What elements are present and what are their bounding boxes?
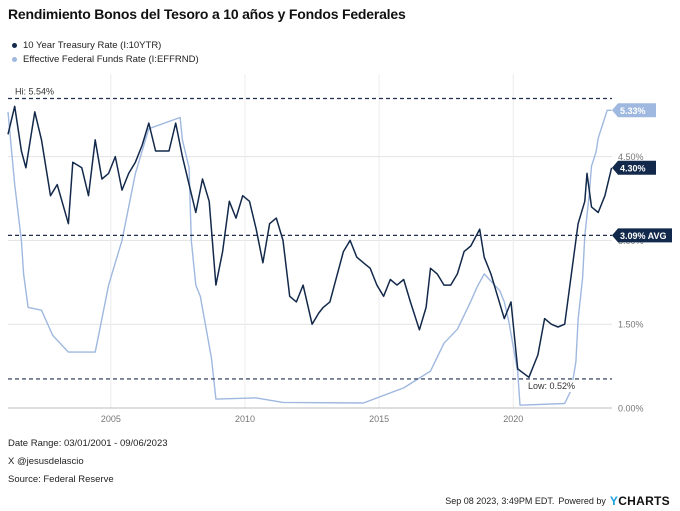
treasury-end-value-tag [612, 160, 656, 175]
y-tick-label: 4.50% [618, 152, 644, 162]
legend-marker-fedfunds [12, 56, 17, 62]
y-tick-label: 0.00% [618, 404, 644, 414]
low-label-bg [524, 379, 574, 392]
ycharts-logo[interactable]: YCHARTS [609, 494, 670, 508]
x-tick-label: 2005 [101, 414, 121, 424]
powered-by-text: Powered by [558, 496, 606, 506]
avg-value-label: 3.09% AVG [620, 231, 667, 241]
legend-label-fedfunds: Effective Federal Funds Rate (I:EFFRND) [23, 53, 199, 65]
legend-marker-treasury [12, 42, 17, 48]
x-tick-label: 2015 [369, 414, 389, 424]
date-range-text: Date Range: 03/01/2001 - 09/06/2023 [8, 438, 168, 449]
source-text: Source: Federal Reserve [8, 474, 114, 485]
avg-value-tag [612, 228, 672, 243]
chart-title: Rendimiento Bonos del Tesoro a 10 años y… [8, 6, 406, 22]
hi-label-bg [12, 85, 60, 98]
x-tick-label: 2020 [503, 414, 523, 424]
line-series-fedfunds [7, 109, 612, 406]
hi-label: Hi: 5.54% [15, 87, 54, 97]
legend-item-treasury[interactable]: 10 Year Treasury Rate (I:10YTR) [12, 38, 199, 52]
line-chart: 0.00%1.50%3.00%4.50%2005201020152020Hi: … [7, 74, 672, 424]
fedfunds-end-value-label: 5.33% [620, 106, 646, 116]
legend-label-treasury: 10 Year Treasury Rate (I:10YTR) [23, 39, 162, 51]
y-tick-label: 1.50% [618, 320, 644, 330]
line-series-treasury [7, 105, 613, 379]
fedfunds-end-value-tag [612, 103, 656, 118]
timestamp-powered-by: Sep 08 2023, 3:49PM EDT. Powered by YCHA… [445, 494, 670, 508]
x-tick-label: 2010 [235, 414, 255, 424]
timestamp-text: Sep 08 2023, 3:49PM EDT. [445, 496, 555, 506]
treasury-end-value-label: 4.30% [620, 163, 646, 173]
legend-item-fedfunds[interactable]: Effective Federal Funds Rate (I:EFFRND) [12, 52, 199, 66]
author-text: X @jesusdelascio [8, 456, 84, 467]
low-label: Low: 0.52% [528, 381, 575, 391]
legend: 10 Year Treasury Rate (I:10YTR) Effectiv… [12, 38, 199, 66]
